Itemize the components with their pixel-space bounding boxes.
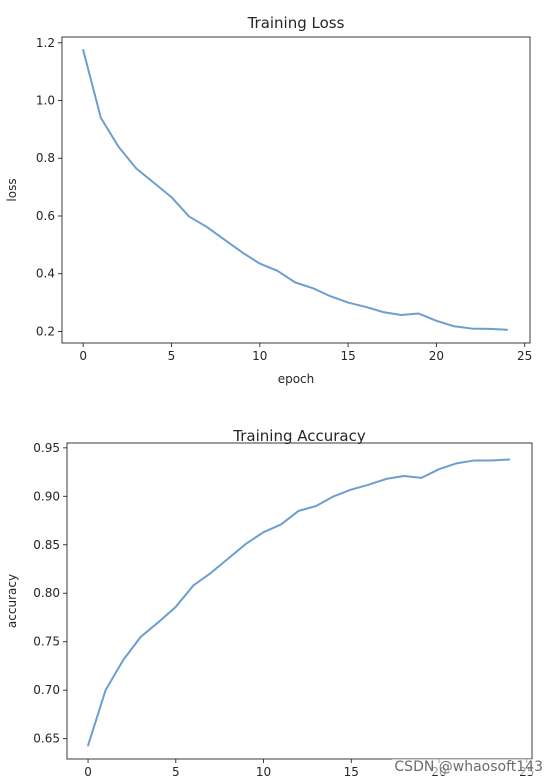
y-tick-label: 0.85 [33,538,60,552]
series-line [82,48,509,331]
y-tick-label: 0.65 [33,732,60,746]
plot-frame [61,36,531,344]
y-tick-label: 0.90 [33,489,60,503]
y-axis-label: accuracy [5,574,19,628]
x-tick-label: 5 [172,765,180,779]
y-tick-label: 0.75 [33,635,60,649]
chart-title: Training Loss [247,14,345,32]
y-tick-label: 0.8 [36,151,55,165]
y-tick-label: 1.0 [36,94,55,108]
y-tick-label: 0.95 [33,441,60,455]
y-tick-label: 0.4 [36,267,55,281]
x-tick-label: 5 [168,349,176,363]
plot-frame [66,442,533,760]
training-loss-chart: Training Loss 0 5 10 15 20 25 0.2 0.4 0.6 0.8 1.0 1.… [5,14,532,386]
x-tick-label: 0 [84,765,92,779]
x-tick-label: 10 [252,349,267,363]
y-axis-label: loss [5,178,19,201]
x-tick-label: 20 [429,349,444,363]
y-tick-label: 0.70 [33,683,60,697]
training-accuracy-chart: Training Accuracy05101520250.650.700.750… [5,427,534,779]
x-tick-label: 0 [79,349,87,363]
watermark: CSDN @whaosoft143 [392,759,545,775]
y-tick-label: 0.6 [36,209,55,223]
x-tick-label: 25 [517,349,532,363]
x-tick-label: 15 [340,349,355,363]
x-tick-label: 10 [256,765,271,779]
y-tick-label: 0.80 [33,586,60,600]
y-tick-label: 1.2 [36,36,55,50]
x-tick-label: 15 [344,765,359,779]
x-axis-label: epoch [278,372,315,386]
series-line [87,458,511,747]
chart-title: Training Accuracy [232,427,366,445]
y-tick-label: 0.2 [36,324,55,338]
